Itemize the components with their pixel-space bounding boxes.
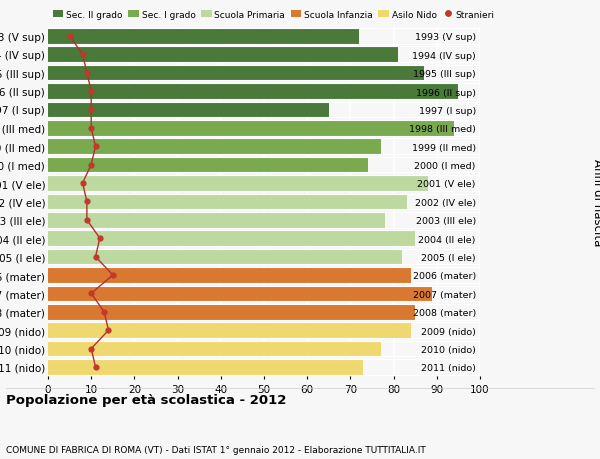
Bar bbox=[48, 359, 364, 375]
Bar bbox=[48, 102, 329, 118]
Bar bbox=[48, 286, 433, 302]
Bar bbox=[48, 194, 407, 210]
Bar bbox=[48, 268, 411, 283]
Legend: Sec. II grado, Sec. I grado, Scuola Primaria, Scuola Infanzia, Asilo Nido, Stran: Sec. II grado, Sec. I grado, Scuola Prim… bbox=[53, 11, 495, 20]
Bar bbox=[48, 304, 415, 320]
Bar bbox=[48, 157, 368, 173]
Bar bbox=[48, 323, 411, 338]
Bar bbox=[48, 139, 380, 155]
Bar bbox=[48, 231, 415, 246]
Text: Anni di nascita: Anni di nascita bbox=[590, 158, 600, 246]
Bar bbox=[48, 84, 458, 100]
Bar bbox=[48, 29, 359, 45]
Bar bbox=[48, 66, 424, 81]
Text: COMUNE DI FABRICA DI ROMA (VT) - Dati ISTAT 1° gennaio 2012 - Elaborazione TUTTI: COMUNE DI FABRICA DI ROMA (VT) - Dati IS… bbox=[6, 445, 426, 454]
Bar bbox=[48, 121, 454, 136]
Bar bbox=[48, 341, 380, 357]
Bar bbox=[48, 176, 428, 191]
Text: Popolazione per età scolastica - 2012: Popolazione per età scolastica - 2012 bbox=[6, 393, 286, 406]
Bar bbox=[48, 213, 385, 228]
Bar bbox=[48, 249, 402, 265]
Bar bbox=[48, 47, 398, 63]
